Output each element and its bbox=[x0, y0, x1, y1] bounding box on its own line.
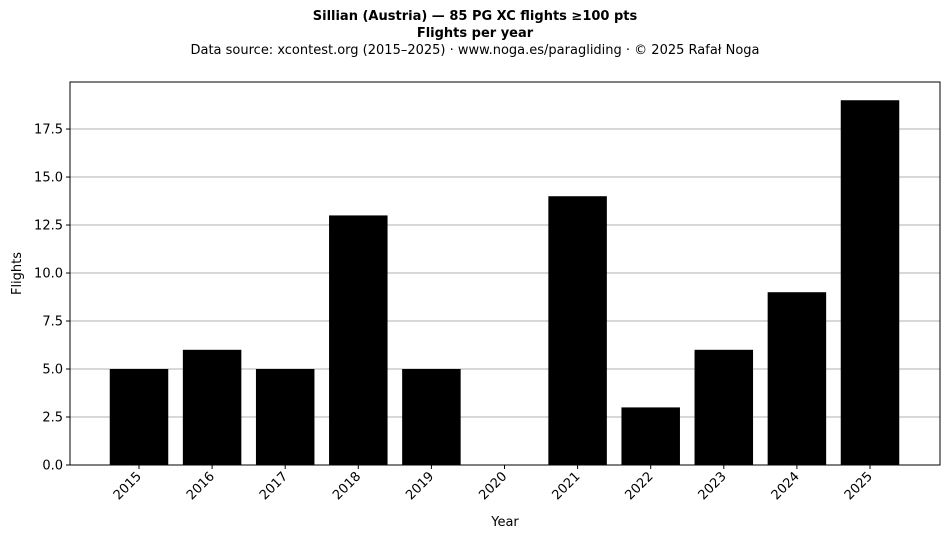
x-tick-label: 2017 bbox=[257, 469, 291, 503]
chart-subtitle: Flights per year bbox=[416, 26, 534, 41]
x-tick-label: 2025 bbox=[842, 469, 876, 503]
bar-2021 bbox=[548, 196, 607, 465]
x-axis: 2015 2016 2017 2018 2019 2020 2021 2022 2023 2024… bbox=[111, 465, 876, 503]
x-tick-label: 2020 bbox=[476, 469, 510, 503]
bar-2025 bbox=[840, 100, 900, 465]
bar-2024 bbox=[767, 292, 827, 465]
x-tick-label: 2023 bbox=[696, 469, 730, 503]
y-axis: 0.0 2.5 5.0 7.5 10.0 12.5 15.0 17.5 bbox=[34, 123, 70, 474]
x-axis-label: Year bbox=[490, 515, 519, 530]
bar-2017 bbox=[255, 369, 315, 465]
chart-title: Sillian (Austria) — 85 PG XC flights ≥10… bbox=[312, 9, 638, 24]
y-tick-label: 17.5 bbox=[34, 123, 63, 138]
bar-2019 bbox=[402, 369, 461, 465]
plot-frame bbox=[69, 81, 941, 466]
y-tick-label: 7.5 bbox=[42, 315, 63, 330]
x-tick-label: 2016 bbox=[184, 469, 218, 503]
y-tick-label: 2.5 bbox=[42, 411, 63, 426]
x-tick-label: 2021 bbox=[549, 469, 583, 503]
chart-header: Sillian (Austria) — 85 PG XC flights ≥10… bbox=[0, 8, 950, 59]
x-tick-label: 2024 bbox=[769, 469, 803, 503]
data-source-note: Data source: xcontest.org (2015–2025) · … bbox=[190, 43, 760, 58]
y-tick-label: 5.0 bbox=[42, 363, 63, 378]
bar-2022 bbox=[621, 407, 680, 465]
y-axis-label: Flights bbox=[10, 252, 25, 295]
y-tick-label: 10.0 bbox=[34, 267, 63, 282]
bar-2018 bbox=[329, 215, 388, 465]
x-tick-label: 2022 bbox=[623, 469, 657, 503]
x-tick-label: 2018 bbox=[330, 469, 364, 503]
y-tick-label: 15.0 bbox=[34, 171, 63, 186]
bars bbox=[109, 100, 900, 465]
x-tick-label: 2019 bbox=[403, 469, 437, 503]
y-tick-label: 0.0 bbox=[42, 459, 63, 474]
x-tick-label: 2015 bbox=[111, 469, 145, 503]
y-tick-label: 12.5 bbox=[34, 219, 63, 234]
bar-2015 bbox=[109, 369, 169, 465]
bar-2016 bbox=[182, 349, 242, 465]
bar-2023 bbox=[694, 349, 754, 465]
